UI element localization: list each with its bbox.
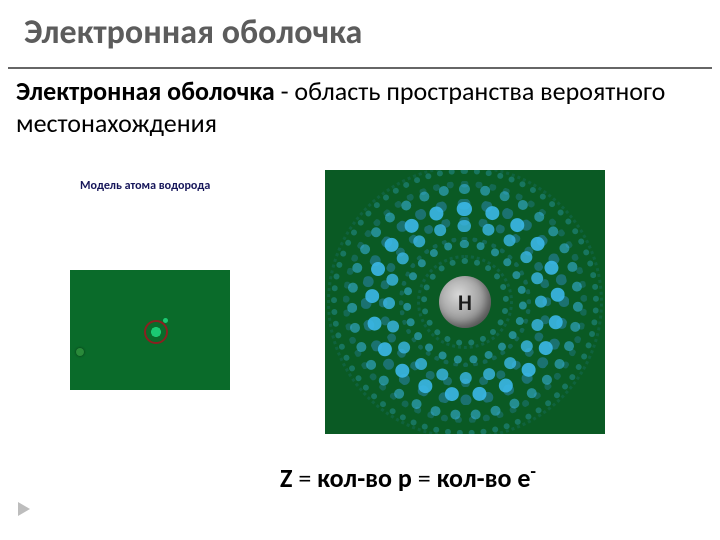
definition-term: Электронная оболочка (16, 75, 275, 107)
model-caption: Модель атома водорода (80, 179, 210, 193)
formula-eq1: = (292, 462, 317, 494)
definition-block: Электронная оболочка - область пространс… (0, 69, 720, 139)
formula-charge-sup: - (530, 460, 536, 482)
formula-block: Z = кол-во p = кол-во e- (280, 460, 536, 494)
formula-protons: кол-во p (317, 462, 412, 494)
hydrogen-bohr-diagram (70, 270, 230, 390)
electron-cloud-diagram: H (325, 170, 605, 434)
formula-z: Z (280, 462, 292, 494)
formula-electrons: кол-во e (437, 462, 531, 494)
stray-electron-dot (76, 348, 84, 356)
formula-eq2: = (412, 462, 437, 494)
slide-title: Электронная оболочка (24, 12, 696, 53)
slide-arrow-icon (18, 502, 30, 516)
atom-icon (144, 320, 168, 344)
nucleus-label: H (439, 276, 491, 328)
